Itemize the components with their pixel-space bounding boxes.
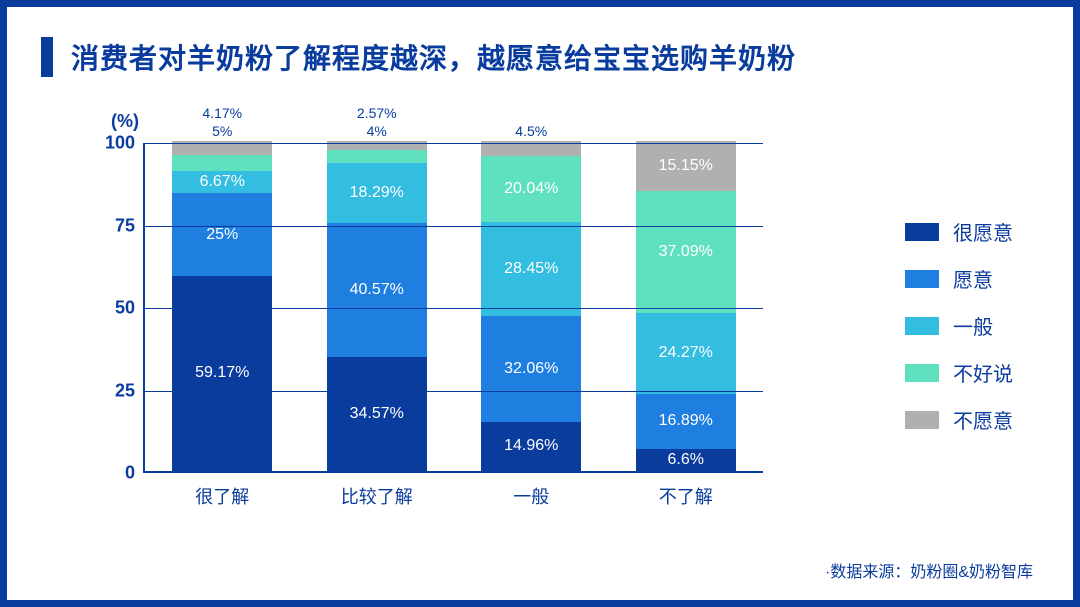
legend-label: 不好说 — [953, 358, 1013, 387]
title-wrap: 消费者对羊奶粉了解程度越深，越愿意给宝宝选购羊奶粉 — [41, 37, 1039, 77]
slide-title: 消费者对羊奶粉了解程度越深，越愿意给宝宝选购羊奶粉 — [71, 37, 796, 77]
bar-segment-willing: 32.06% — [481, 316, 581, 422]
chart-area: (%) 59.17%25%6.67%5%4.17%很了解34.57%40.57%… — [77, 115, 797, 535]
bar-segment-willing: 25% — [172, 193, 272, 275]
segment-value-label: 37.09% — [659, 243, 713, 261]
gridline — [145, 143, 763, 144]
x-category-label: 很了解 — [195, 483, 249, 509]
stacked-bar: 6.6% 16.89% 24.27% 37.09% 15.15% — [636, 141, 736, 471]
title-accent-bar — [41, 37, 53, 77]
legend-item-neutral: 一般 — [905, 311, 1013, 340]
bar-segment-very_willing: 6.6% — [636, 449, 736, 471]
legend-label: 一般 — [953, 311, 993, 340]
bar-segment-hard_to_say: 4% — [327, 150, 427, 163]
bar-segment-unwilling: 15.15% — [636, 141, 736, 191]
stacked-bar: 34.57%40.57%18.29%4%2.57% — [327, 141, 427, 471]
legend-item-very_willing: 很愿意 — [905, 217, 1013, 246]
segment-value-label: 34.57% — [350, 405, 404, 423]
bar-segment-hard_to_say: 20.04% — [481, 156, 581, 222]
y-tick-label: 0 — [125, 463, 135, 484]
segment-value-label: 4% — [367, 123, 387, 139]
gridline — [145, 308, 763, 309]
segment-value-label: 24.27% — [659, 344, 713, 362]
slide-body: 消费者对羊奶粉了解程度越深，越愿意给宝宝选购羊奶粉 (%) 59.17% 25% 6… — [7, 7, 1073, 600]
segment-value-label: 18.29% — [350, 184, 404, 202]
segment-value-label: 32.06% — [504, 360, 558, 378]
x-category-label: 一般 — [513, 483, 549, 509]
legend-item-hard_to_say: 不好说 — [905, 358, 1013, 387]
gridline — [145, 391, 763, 392]
x-category-label: 不了解 — [659, 483, 713, 509]
y-tick-label: 25 — [115, 380, 135, 401]
bar-segment-very_willing: 59.17% — [172, 276, 272, 471]
y-axis-unit: (%) — [111, 111, 139, 132]
gridline — [145, 226, 763, 227]
legend-item-unwilling: 不愿意 — [905, 405, 1013, 434]
x-category-label: 比较了解 — [341, 483, 413, 509]
segment-value-label: 25% — [206, 226, 238, 244]
bar-segment-hard_to_say: 5% — [172, 155, 272, 171]
bar-column: 14.96%32.06%28.45%20.04%4.5%一般 — [481, 143, 581, 471]
bar-column: 59.17%25%6.67%5%4.17%很了解 — [172, 143, 272, 471]
data-source: ·数据来源：奶粉圈&奶粉智库 — [825, 558, 1033, 582]
bar-segment-neutral: 18.29% — [327, 163, 427, 223]
y-tick-label: 100 — [105, 133, 135, 154]
legend-swatch — [905, 223, 939, 241]
segment-value-label: 4.5% — [515, 123, 547, 139]
bar-segment-neutral: 6.67% — [172, 171, 272, 193]
bar-segment-willing: 16.89% — [636, 394, 736, 450]
bar-segment-neutral: 28.45% — [481, 222, 581, 316]
legend-swatch — [905, 270, 939, 288]
segment-value-label: 20.04% — [504, 180, 558, 198]
segment-value-label: 6.67% — [200, 173, 245, 191]
plot-region: 59.17%25%6.67%5%4.17%很了解34.57%40.57%18.2… — [143, 143, 763, 473]
legend-swatch — [905, 364, 939, 382]
bar-segment-willing: 40.57% — [327, 223, 427, 357]
legend-label: 不愿意 — [953, 405, 1013, 434]
legend-swatch — [905, 411, 939, 429]
legend-label: 很愿意 — [953, 217, 1013, 246]
legend-item-willing: 愿意 — [905, 264, 1013, 293]
segment-value-label: 40.57% — [350, 281, 404, 299]
segment-value-label: 59.17% — [195, 364, 249, 382]
bar-segment-neutral: 24.27% — [636, 313, 736, 393]
y-tick-label: 75 — [115, 215, 135, 236]
segment-value-label: 28.45% — [504, 260, 558, 278]
bar-segment-very_willing: 14.96% — [481, 422, 581, 471]
y-tick-label: 50 — [115, 298, 135, 319]
segment-value-label: 5% — [212, 123, 232, 139]
segment-value-label: 4.17% — [202, 105, 242, 121]
stacked-bar: 59.17%25%6.67%5%4.17% — [172, 141, 272, 471]
stacked-bar: 14.96%32.06%28.45%20.04%4.5% — [481, 141, 581, 471]
segment-value-label: 14.96% — [504, 437, 558, 455]
segment-value-label: 16.89% — [659, 412, 713, 430]
segment-value-label: 2.57% — [357, 105, 397, 121]
legend-label: 愿意 — [953, 264, 993, 293]
slide-frame: 消费者对羊奶粉了解程度越深，越愿意给宝宝选购羊奶粉 (%) 59.17% 25% 6… — [0, 0, 1080, 607]
bar-segment-hard_to_say: 37.09% — [636, 191, 736, 313]
segment-value-label: 6.6% — [668, 451, 704, 469]
legend-swatch — [905, 317, 939, 335]
bar-column: 34.57%40.57%18.29%4%2.57%比较了解 — [327, 143, 427, 471]
segment-value-label: 15.15% — [659, 157, 713, 175]
bar-column: 6.6%16.89%24.27%37.09%15.15%不了解 — [636, 143, 736, 471]
bars-container: 59.17%25%6.67%5%4.17%很了解34.57%40.57%18.2… — [145, 143, 763, 471]
bar-segment-very_willing: 34.57% — [327, 357, 427, 471]
legend: 很愿意愿意一般不好说不愿意 — [905, 217, 1013, 434]
